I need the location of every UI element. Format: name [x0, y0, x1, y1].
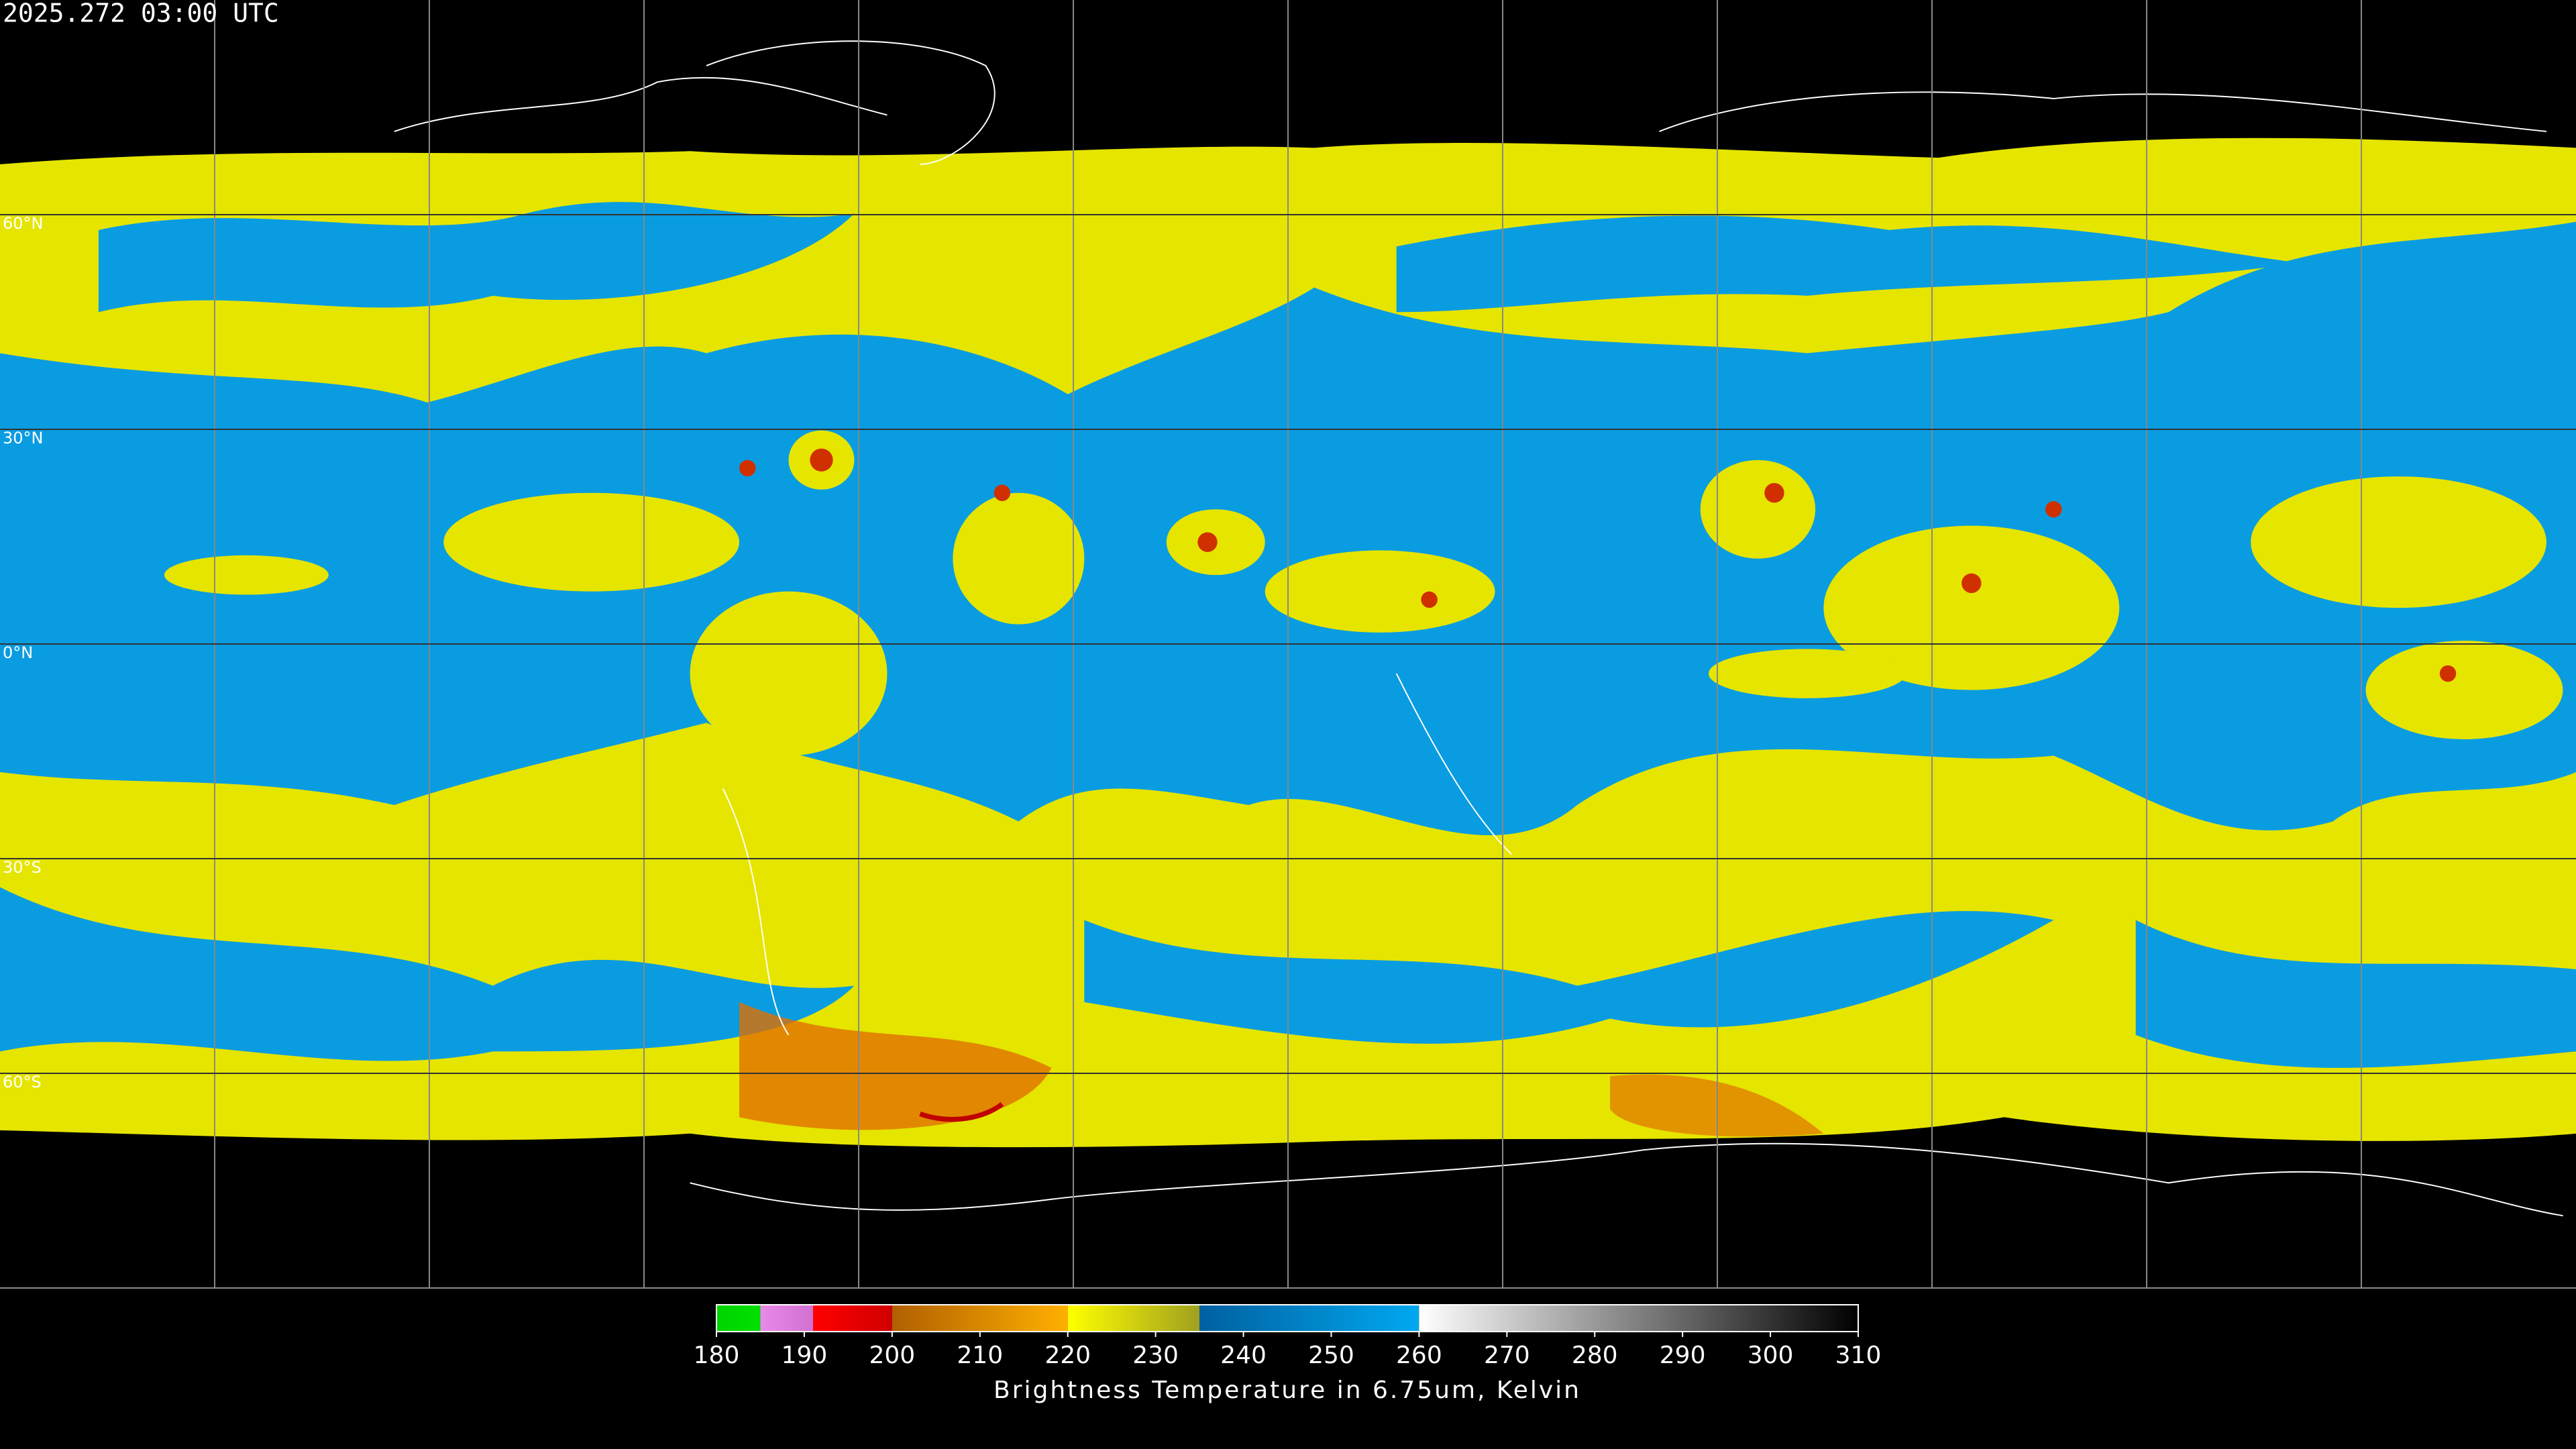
north-dry-swirl — [98, 202, 855, 313]
colorbar-tick-label: 310 — [1835, 1342, 1882, 1369]
south-dry-swirl — [2135, 920, 2576, 1068]
colorbar-tick-label: 190 — [782, 1342, 828, 1369]
colorbar-title: Brightness Temperature in 6.75um, Kelvin — [994, 1377, 1581, 1404]
colorbar-tick-label: 240 — [1220, 1342, 1267, 1369]
cold-cloud-streak — [919, 1102, 1004, 1122]
latitude-label: 30°N — [3, 429, 44, 447]
colorbar-tick-label: 270 — [1484, 1342, 1530, 1369]
colorbar-tick-label: 210 — [957, 1342, 1003, 1369]
colorbar-tick-label: 180 — [694, 1342, 740, 1369]
colorbar-tick-label: 290 — [1660, 1342, 1706, 1369]
colorbar-segment — [1199, 1305, 1419, 1332]
south-dry-swirl — [0, 887, 855, 1061]
storm-cores — [739, 448, 2457, 682]
latitude-label: 0°N — [3, 643, 33, 662]
colorbar-tick-label: 230 — [1132, 1342, 1179, 1369]
colorbar-tick-label: 260 — [1396, 1342, 1442, 1369]
cold-cloud-area — [739, 1002, 1052, 1130]
colorbar: 180 190 200 210 220 230 240 250 260 270 280 290 300 3… — [694, 1304, 1882, 1369]
timestamp: 2025.272 03:00 UTC — [3, 0, 279, 28]
latitude-label: 60°S — [3, 1073, 42, 1091]
colorbar-segment — [813, 1305, 892, 1332]
north-dry-swirl — [1396, 215, 2300, 313]
coastlines — [394, 40, 2563, 1217]
colorbar-tick-label: 300 — [1748, 1342, 1794, 1369]
graticule: 60°N 30°N 0°N 30°S 60°S — [0, 0, 2576, 1289]
colorbar-tick-label: 250 — [1308, 1342, 1354, 1369]
colorbar-segment — [1419, 1305, 1858, 1332]
colorbar-tick-label: 220 — [1044, 1342, 1091, 1369]
colorbar-segment — [760, 1305, 814, 1332]
tropical-convection — [164, 430, 2563, 756]
latitude-label: 60°N — [3, 214, 44, 233]
latitude-label: 30°S — [3, 858, 42, 877]
colorbar-segment — [716, 1305, 761, 1332]
colorbar-segment — [892, 1305, 1068, 1332]
colorbar-tick-label: 200 — [869, 1342, 915, 1369]
south-dry-swirl — [1084, 911, 2054, 1044]
colorbar-tick-label: 280 — [1572, 1342, 1618, 1369]
colorbar-frame — [716, 1304, 1859, 1332]
colorbar-segment — [1067, 1305, 1200, 1332]
